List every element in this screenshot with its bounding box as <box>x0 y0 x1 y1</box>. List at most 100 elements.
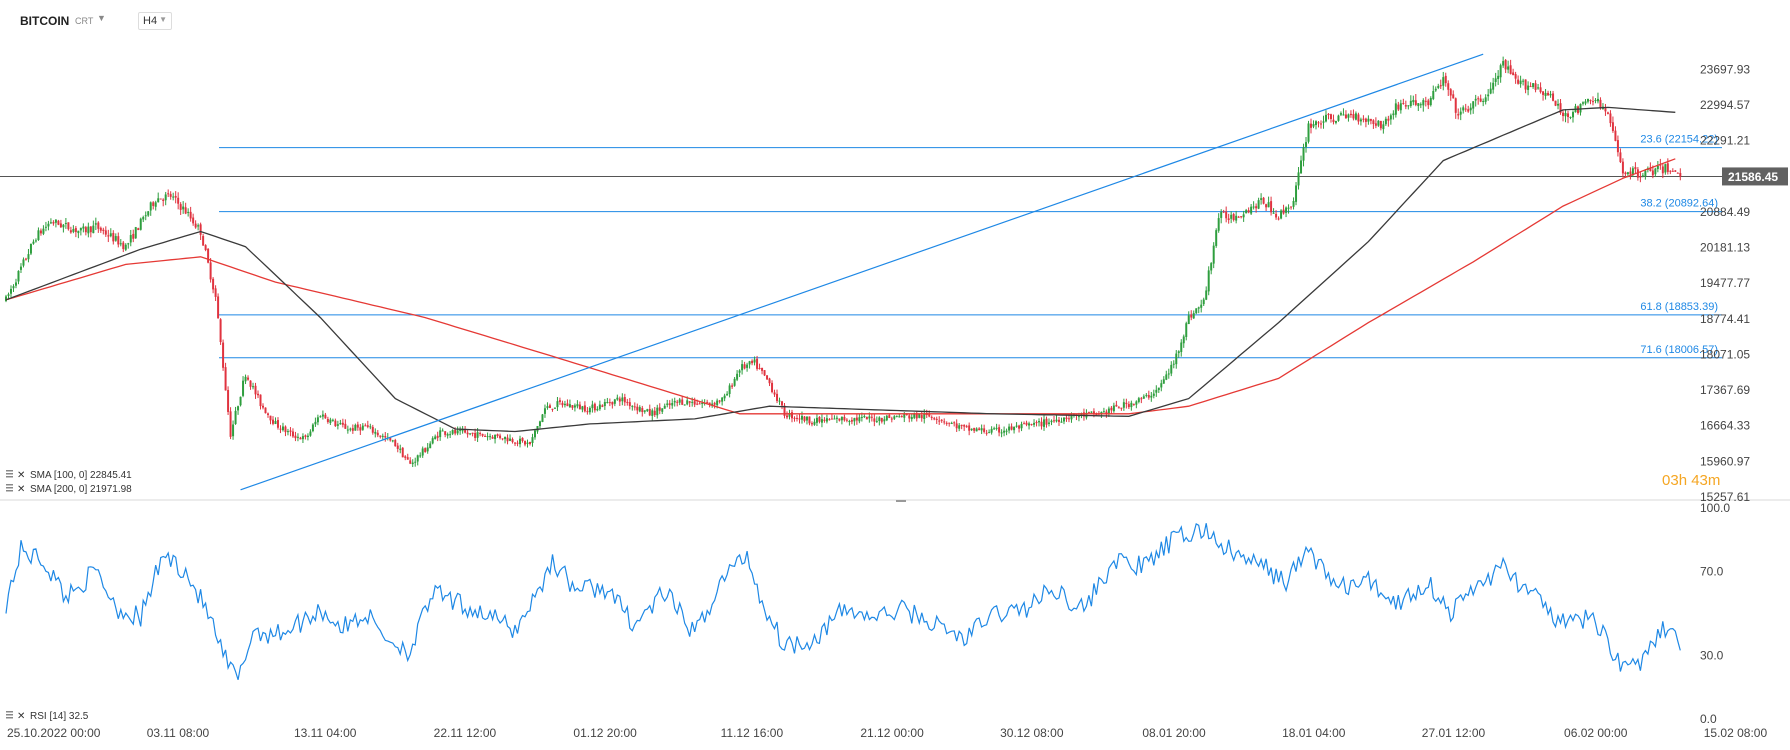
last-price-label: 21586.45 <box>1728 170 1778 184</box>
candle <box>543 404 546 418</box>
menu-icon[interactable] <box>6 711 13 713</box>
candle <box>1257 197 1260 210</box>
candle <box>1394 99 1397 118</box>
candle <box>1404 100 1407 110</box>
candle <box>1125 398 1128 409</box>
close-icon[interactable]: ✕ <box>17 470 25 481</box>
candle <box>1290 206 1293 210</box>
candle <box>109 228 112 238</box>
candle-countdown: 03h 43m <box>1662 472 1720 489</box>
fibonacci-level-label: 61.8 (18853.39) <box>1640 301 1718 313</box>
candle <box>1342 108 1345 116</box>
candle <box>431 436 434 445</box>
candle <box>591 400 594 413</box>
candle <box>1090 411 1093 414</box>
close-icon[interactable]: ✕ <box>17 711 25 722</box>
candle <box>1589 99 1592 105</box>
candle <box>1147 390 1150 400</box>
candle <box>1262 196 1265 205</box>
candle <box>1270 196 1273 216</box>
candle <box>1399 99 1402 114</box>
candle <box>69 226 72 234</box>
candle <box>1013 426 1016 434</box>
candle <box>99 226 102 233</box>
candle <box>409 457 412 465</box>
candle <box>776 389 779 404</box>
candle <box>1337 114 1340 122</box>
candle <box>59 219 62 228</box>
candle <box>573 403 576 412</box>
candle <box>733 377 736 387</box>
candle <box>613 398 616 407</box>
candle <box>596 406 599 412</box>
candle <box>359 424 362 435</box>
candle <box>1624 171 1627 178</box>
legend-sma100[interactable]: ✕ SMA [100, 0] 22845.41 <box>6 470 132 481</box>
candle <box>1260 193 1263 205</box>
candle <box>324 412 327 419</box>
candle <box>651 408 654 421</box>
candle <box>371 424 374 435</box>
candle <box>920 410 923 422</box>
trendline[interactable] <box>240 53 1484 491</box>
legend-sma200[interactable]: ✕ SMA [200, 0] 21971.98 <box>6 484 132 495</box>
candle <box>1048 418 1051 427</box>
menu-icon[interactable] <box>6 470 13 472</box>
x-tick-label: 22.11 12:00 <box>434 726 497 740</box>
candle <box>676 399 679 407</box>
y-tick-label: 17367.69 <box>1700 383 1750 397</box>
resize-handle[interactable] <box>896 500 906 502</box>
candle <box>845 418 848 423</box>
candle <box>890 416 893 423</box>
candle <box>179 202 182 215</box>
candle <box>1018 424 1021 433</box>
symbol-name[interactable]: BITCOIN <box>20 14 70 28</box>
candle <box>838 418 841 422</box>
candle <box>157 192 160 203</box>
candle <box>84 225 87 236</box>
candle <box>748 360 751 369</box>
timeframe-select[interactable]: H4 ▼ <box>138 12 172 30</box>
countdown-minutes: 43 <box>1691 472 1708 489</box>
candle <box>1459 107 1462 121</box>
close-icon[interactable]: ✕ <box>17 484 25 495</box>
candle <box>202 233 205 246</box>
candle <box>970 428 973 432</box>
candle <box>1357 112 1360 125</box>
candle <box>1429 96 1432 107</box>
candle <box>723 393 726 402</box>
candle <box>439 427 442 441</box>
candle <box>538 420 541 429</box>
y-tick-label: 16664.33 <box>1700 419 1750 433</box>
candle <box>42 225 45 236</box>
candle <box>1437 83 1440 90</box>
candle <box>1215 228 1218 248</box>
candle <box>309 429 312 437</box>
candle <box>781 400 784 410</box>
candle <box>469 433 472 436</box>
candle <box>598 400 601 411</box>
candle <box>9 285 12 298</box>
candle <box>1292 197 1295 210</box>
legend-rsi[interactable]: ✕ RSI [14] 32.5 <box>6 711 89 722</box>
candle <box>1005 428 1008 436</box>
candle <box>1499 63 1502 83</box>
trendline-segment[interactable] <box>240 53 1484 491</box>
candle <box>167 189 170 198</box>
candle <box>566 399 569 407</box>
fibonacci-levels[interactable]: 23.6 (22154.22) 38.2 (20892.64) 61.8 (1885… <box>219 134 1722 359</box>
candle <box>1302 143 1305 167</box>
candle <box>1397 101 1400 112</box>
chevron-down-icon[interactable]: ▼ <box>97 13 106 23</box>
candle <box>1102 407 1105 413</box>
menu-icon[interactable] <box>6 484 13 486</box>
candle <box>214 285 217 302</box>
candle <box>1619 148 1622 164</box>
candle <box>1352 109 1355 121</box>
candle <box>1564 109 1567 123</box>
legend-sma100-label: SMA [100, 0] 22845.41 <box>30 470 132 481</box>
candle <box>1137 396 1140 404</box>
candle <box>1502 56 1505 68</box>
candle <box>1636 167 1639 181</box>
